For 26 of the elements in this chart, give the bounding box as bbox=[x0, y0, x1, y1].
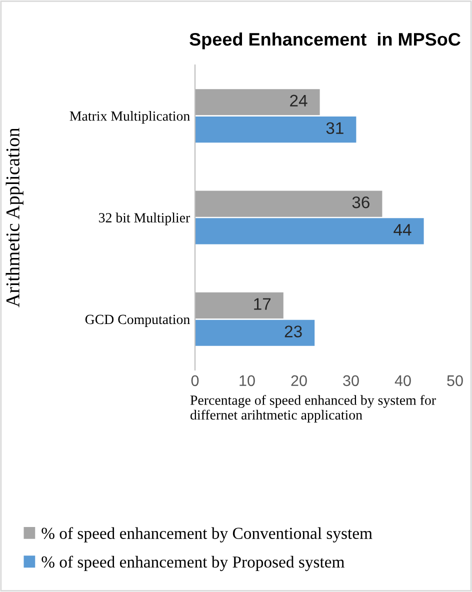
x-tick-label: 50 bbox=[447, 375, 463, 386]
x-axis-title: Percentage of speed enhanced by system for differnet arihtmetic application bbox=[190, 395, 436, 422]
bar bbox=[195, 218, 424, 244]
y-tick-label: 32 bit Multiplier bbox=[98, 212, 190, 226]
bar bbox=[195, 116, 356, 143]
x-tick-label: 20 bbox=[291, 375, 307, 386]
bar bbox=[195, 89, 320, 116]
chart-title: Speed Enhancement in MPSoC bbox=[190, 32, 460, 50]
y-axis-title: Arithmetic Application bbox=[6, 128, 24, 308]
y-tick-label: GCD Computation bbox=[85, 314, 190, 327]
legend-label: % of speed enhancement by Proposed system bbox=[42, 556, 344, 572]
data-label: 36 bbox=[352, 196, 370, 208]
bar bbox=[195, 320, 315, 346]
y-tick-label: Matrix Multiplication bbox=[70, 111, 190, 124]
x-tick-label: 10 bbox=[240, 375, 255, 386]
x-tick-label: 40 bbox=[394, 375, 411, 386]
x-tick-label: 0 bbox=[191, 375, 199, 386]
data-label: 44 bbox=[394, 224, 412, 236]
data-label: 24 bbox=[290, 94, 308, 106]
data-label: 31 bbox=[326, 122, 344, 134]
x-tick-label: 30 bbox=[343, 375, 359, 386]
data-label: 23 bbox=[284, 326, 302, 338]
data-label: 17 bbox=[254, 298, 271, 310]
bar bbox=[195, 190, 382, 217]
bar bbox=[195, 292, 284, 318]
legend-label: % of speed enhancement by Conventional system bbox=[42, 527, 372, 542]
